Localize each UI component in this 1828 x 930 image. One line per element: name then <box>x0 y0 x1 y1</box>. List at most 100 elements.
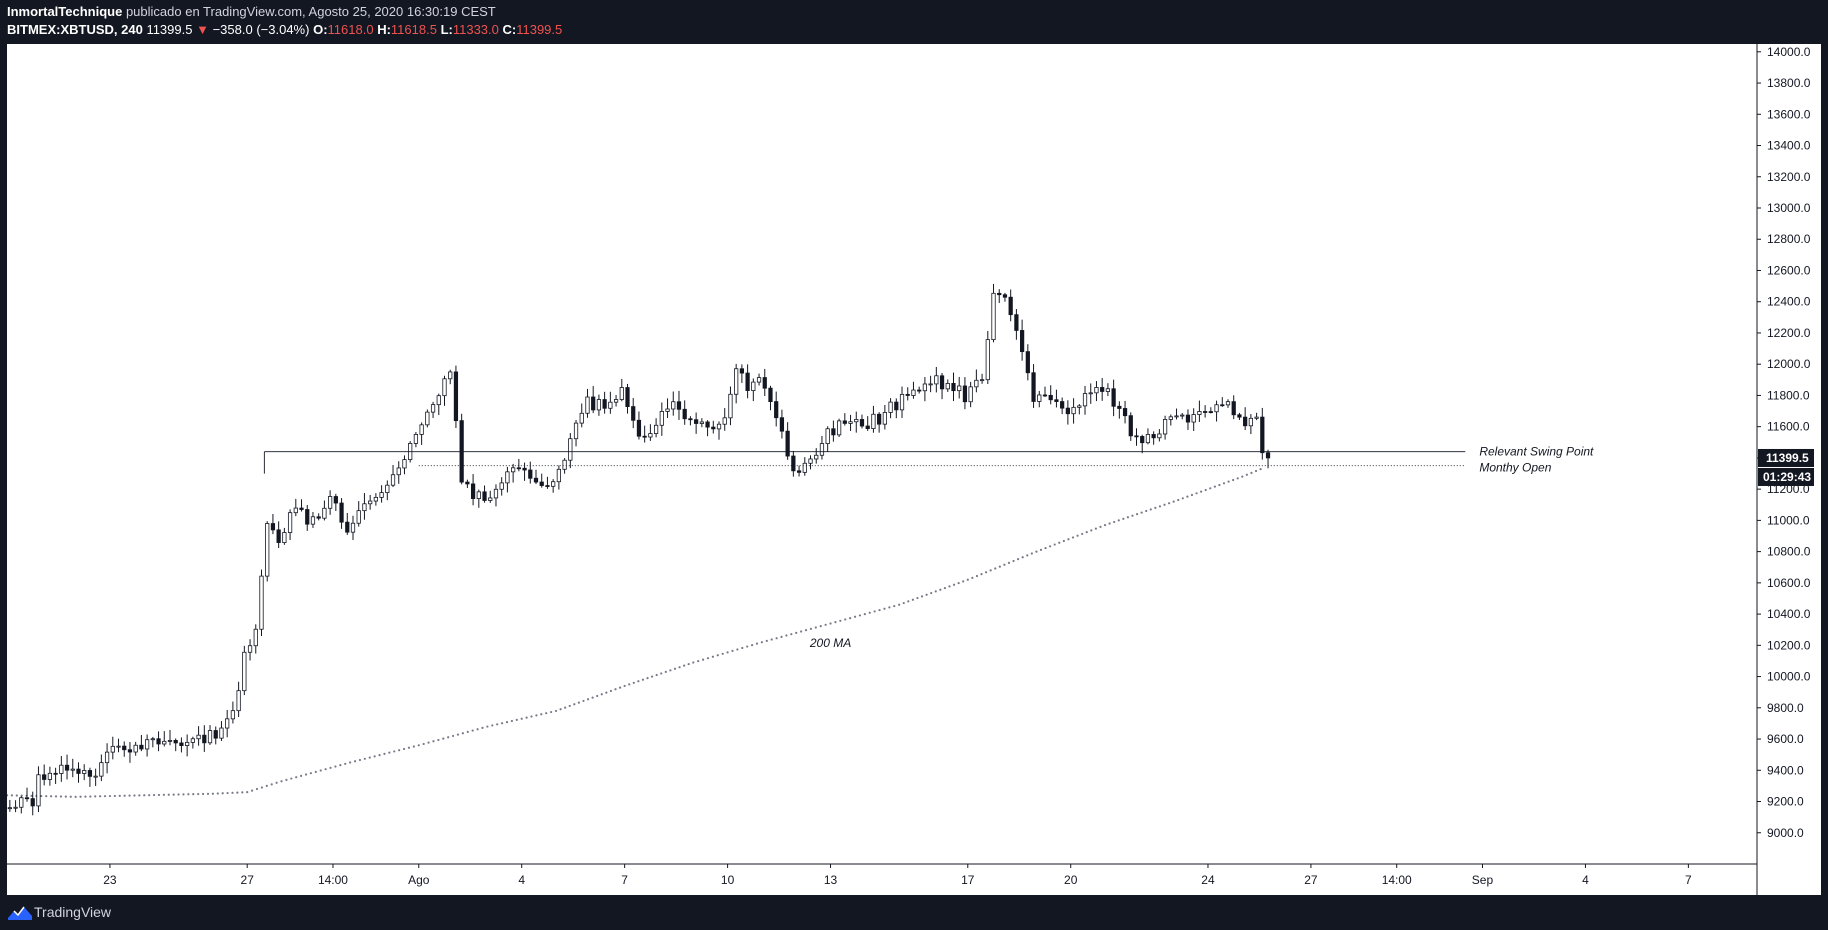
candle-up <box>716 423 722 430</box>
candle-up <box>488 497 493 501</box>
open-value: 11618.0 <box>327 22 374 37</box>
ma200-dot <box>1071 536 1075 539</box>
candle-up <box>1088 392 1093 395</box>
candle-down <box>676 401 682 410</box>
ma200-dot <box>1145 509 1148 513</box>
candle-down <box>202 734 207 744</box>
ma200-dot <box>1003 563 1006 566</box>
ma200-dot <box>925 593 928 596</box>
candle-down <box>1151 434 1156 439</box>
ma200-series <box>7 468 1262 798</box>
candle-up <box>219 727 224 739</box>
chart-area[interactable]: Relevant Swing Point Monthy Open 200 MA 1… <box>7 44 1821 895</box>
time-tick-label: 7 <box>621 873 628 887</box>
ma200-dot <box>407 746 411 749</box>
candle-up <box>551 481 556 487</box>
ma200-dot <box>1158 505 1162 508</box>
ma200-dot <box>383 752 386 755</box>
symbol-label[interactable]: BITMEX:XBTUSD, 240 <box>7 22 143 37</box>
candle-down <box>533 477 539 483</box>
low-label: L: <box>440 22 453 37</box>
ma200-dot <box>304 773 308 776</box>
candle-up <box>819 443 825 456</box>
time-tick-label: 27 <box>1304 873 1318 887</box>
tradingview-logo-icon[interactable] <box>7 902 33 922</box>
ma200-dot <box>829 622 832 625</box>
ma200-dot <box>577 701 580 704</box>
candle-up <box>167 739 173 742</box>
candle-down <box>1014 314 1019 331</box>
ma200-dot <box>746 645 749 648</box>
ma200-dot <box>422 742 425 746</box>
candle-down <box>42 774 47 780</box>
candlestick-chart[interactable]: Relevant Swing Point Monthy Open 200 MA 1… <box>7 44 1821 895</box>
candle-down <box>762 377 767 389</box>
ma200-dot <box>809 627 813 630</box>
ma200-dot <box>157 793 161 797</box>
ma200-dot <box>586 698 590 701</box>
candle-up <box>968 386 973 403</box>
candle-up <box>802 462 807 473</box>
candle-down <box>1220 404 1225 407</box>
last-price-badge <box>1758 448 1814 467</box>
ma200-dot <box>770 638 773 641</box>
ma200-dot <box>1026 554 1029 557</box>
ma200-dot <box>878 608 881 612</box>
candle-up <box>985 339 990 381</box>
ma200-dot <box>344 762 347 765</box>
candle-down <box>774 401 779 419</box>
ma200-dot <box>741 646 744 650</box>
ma200-dot <box>309 772 313 775</box>
ma200-dot <box>1044 546 1047 550</box>
ma200-dot <box>133 794 136 797</box>
brand-name[interactable]: TradingView <box>34 904 112 920</box>
down-arrow-icon: ▼ <box>196 22 209 37</box>
ma200-dot <box>614 688 617 691</box>
candle-down <box>791 455 796 472</box>
ma200-dot <box>750 644 754 647</box>
candle-down <box>173 739 178 744</box>
candle-up <box>310 516 316 525</box>
candles <box>7 283 1271 816</box>
time-tick-label: 7 <box>1685 873 1692 887</box>
candle-down <box>739 368 745 374</box>
ma200-dot <box>554 709 558 713</box>
ma200-dot <box>888 606 891 609</box>
ma200-dot <box>329 766 332 769</box>
candle-up <box>493 488 499 499</box>
ma200-dot <box>339 764 342 767</box>
annotations: 200 MA <box>809 636 851 650</box>
publish-info: InmortalTechnique publicado en TradingVi… <box>7 4 496 19</box>
ma200-dot <box>216 792 219 795</box>
price-tick-label: 9800.0 <box>1767 701 1804 715</box>
ma200-dot <box>989 569 992 572</box>
high-label: H: <box>377 22 391 37</box>
time-tick-label: 20 <box>1064 873 1078 887</box>
ma200-dot <box>1135 513 1139 516</box>
candle-down <box>333 496 338 504</box>
candle-down <box>694 419 699 424</box>
candle-down <box>785 430 790 457</box>
ma200-dot <box>1062 539 1065 543</box>
price-tick-label: 12000.0 <box>1767 357 1811 371</box>
ma200-dot <box>432 740 435 743</box>
candle-up <box>236 690 241 712</box>
candle-up <box>373 496 378 502</box>
ma200-dot <box>1085 531 1088 534</box>
candle-up <box>99 762 104 777</box>
ma200-dot <box>1232 478 1235 482</box>
ma200-dot <box>535 714 538 717</box>
ma200-dot <box>966 578 969 581</box>
candle-down <box>1122 408 1128 417</box>
ma200-dot <box>939 588 942 591</box>
candle-up <box>871 413 876 429</box>
ma200-dot <box>30 794 33 797</box>
close-value: 11399.5 <box>516 22 563 37</box>
ma200-dot <box>1067 538 1070 541</box>
price-tick-label: 12200.0 <box>1767 326 1811 340</box>
author-name[interactable]: InmortalTechnique <box>7 4 123 19</box>
time-tick-label: Ago <box>408 873 430 887</box>
ma200-dot <box>971 576 974 579</box>
candle-up <box>699 421 704 424</box>
candle-down <box>465 481 470 485</box>
